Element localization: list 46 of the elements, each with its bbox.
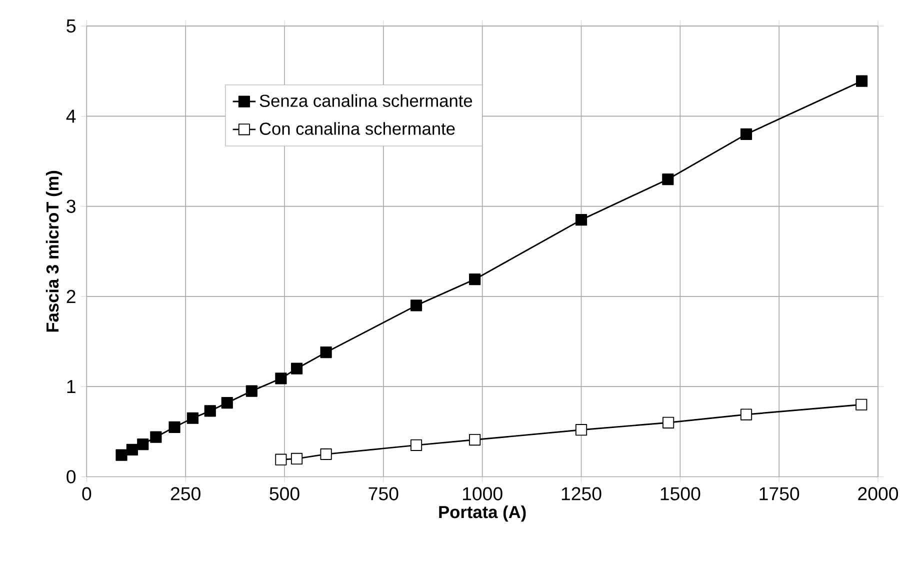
y-tick-label: 0 [66, 470, 76, 484]
point [290, 452, 303, 464]
legend-label: Con canalina schermante [260, 122, 455, 135]
x-tick-label: 1500 [660, 487, 700, 500]
point [662, 173, 674, 186]
y-axis-title: Fascia 3 microT (m) [46, 170, 62, 332]
point [186, 412, 199, 424]
x-tick-label: 1250 [562, 487, 602, 500]
x-tick-label: 250 [170, 487, 200, 500]
point [856, 75, 868, 87]
point [275, 454, 287, 466]
y-tick-label: 5 [66, 20, 76, 33]
point [410, 300, 422, 312]
point [126, 444, 138, 456]
point [116, 449, 128, 461]
y-tick-label: 4 [66, 110, 76, 123]
point [221, 397, 233, 409]
point [469, 434, 481, 446]
point [320, 448, 332, 460]
point [740, 408, 752, 420]
y-tick-label: 1 [67, 380, 76, 394]
x-tick-label: 0 [82, 487, 92, 500]
point [575, 424, 588, 436]
point [410, 439, 422, 451]
legend-label: Senza canalina schermante [260, 94, 472, 107]
point [246, 385, 258, 397]
x-tick-label: 1750 [760, 487, 800, 500]
x-tick-label: 2000 [858, 487, 898, 500]
point [150, 431, 162, 443]
x-tick-label: 750 [368, 487, 398, 500]
point [137, 438, 149, 450]
point [575, 214, 588, 226]
point [275, 372, 287, 384]
point [740, 128, 752, 140]
y-tick-label: 2 [66, 290, 76, 303]
point [662, 416, 674, 428]
point [469, 274, 481, 286]
x-tick-label: 500 [270, 487, 300, 500]
point [320, 346, 332, 358]
x-axis-title: Portata (A) [439, 505, 526, 522]
point [856, 398, 868, 410]
point [168, 421, 180, 433]
x-tick-label: 1000 [462, 487, 502, 500]
point [290, 362, 303, 374]
y-tick-label: 3 [66, 200, 76, 213]
point [204, 405, 216, 417]
